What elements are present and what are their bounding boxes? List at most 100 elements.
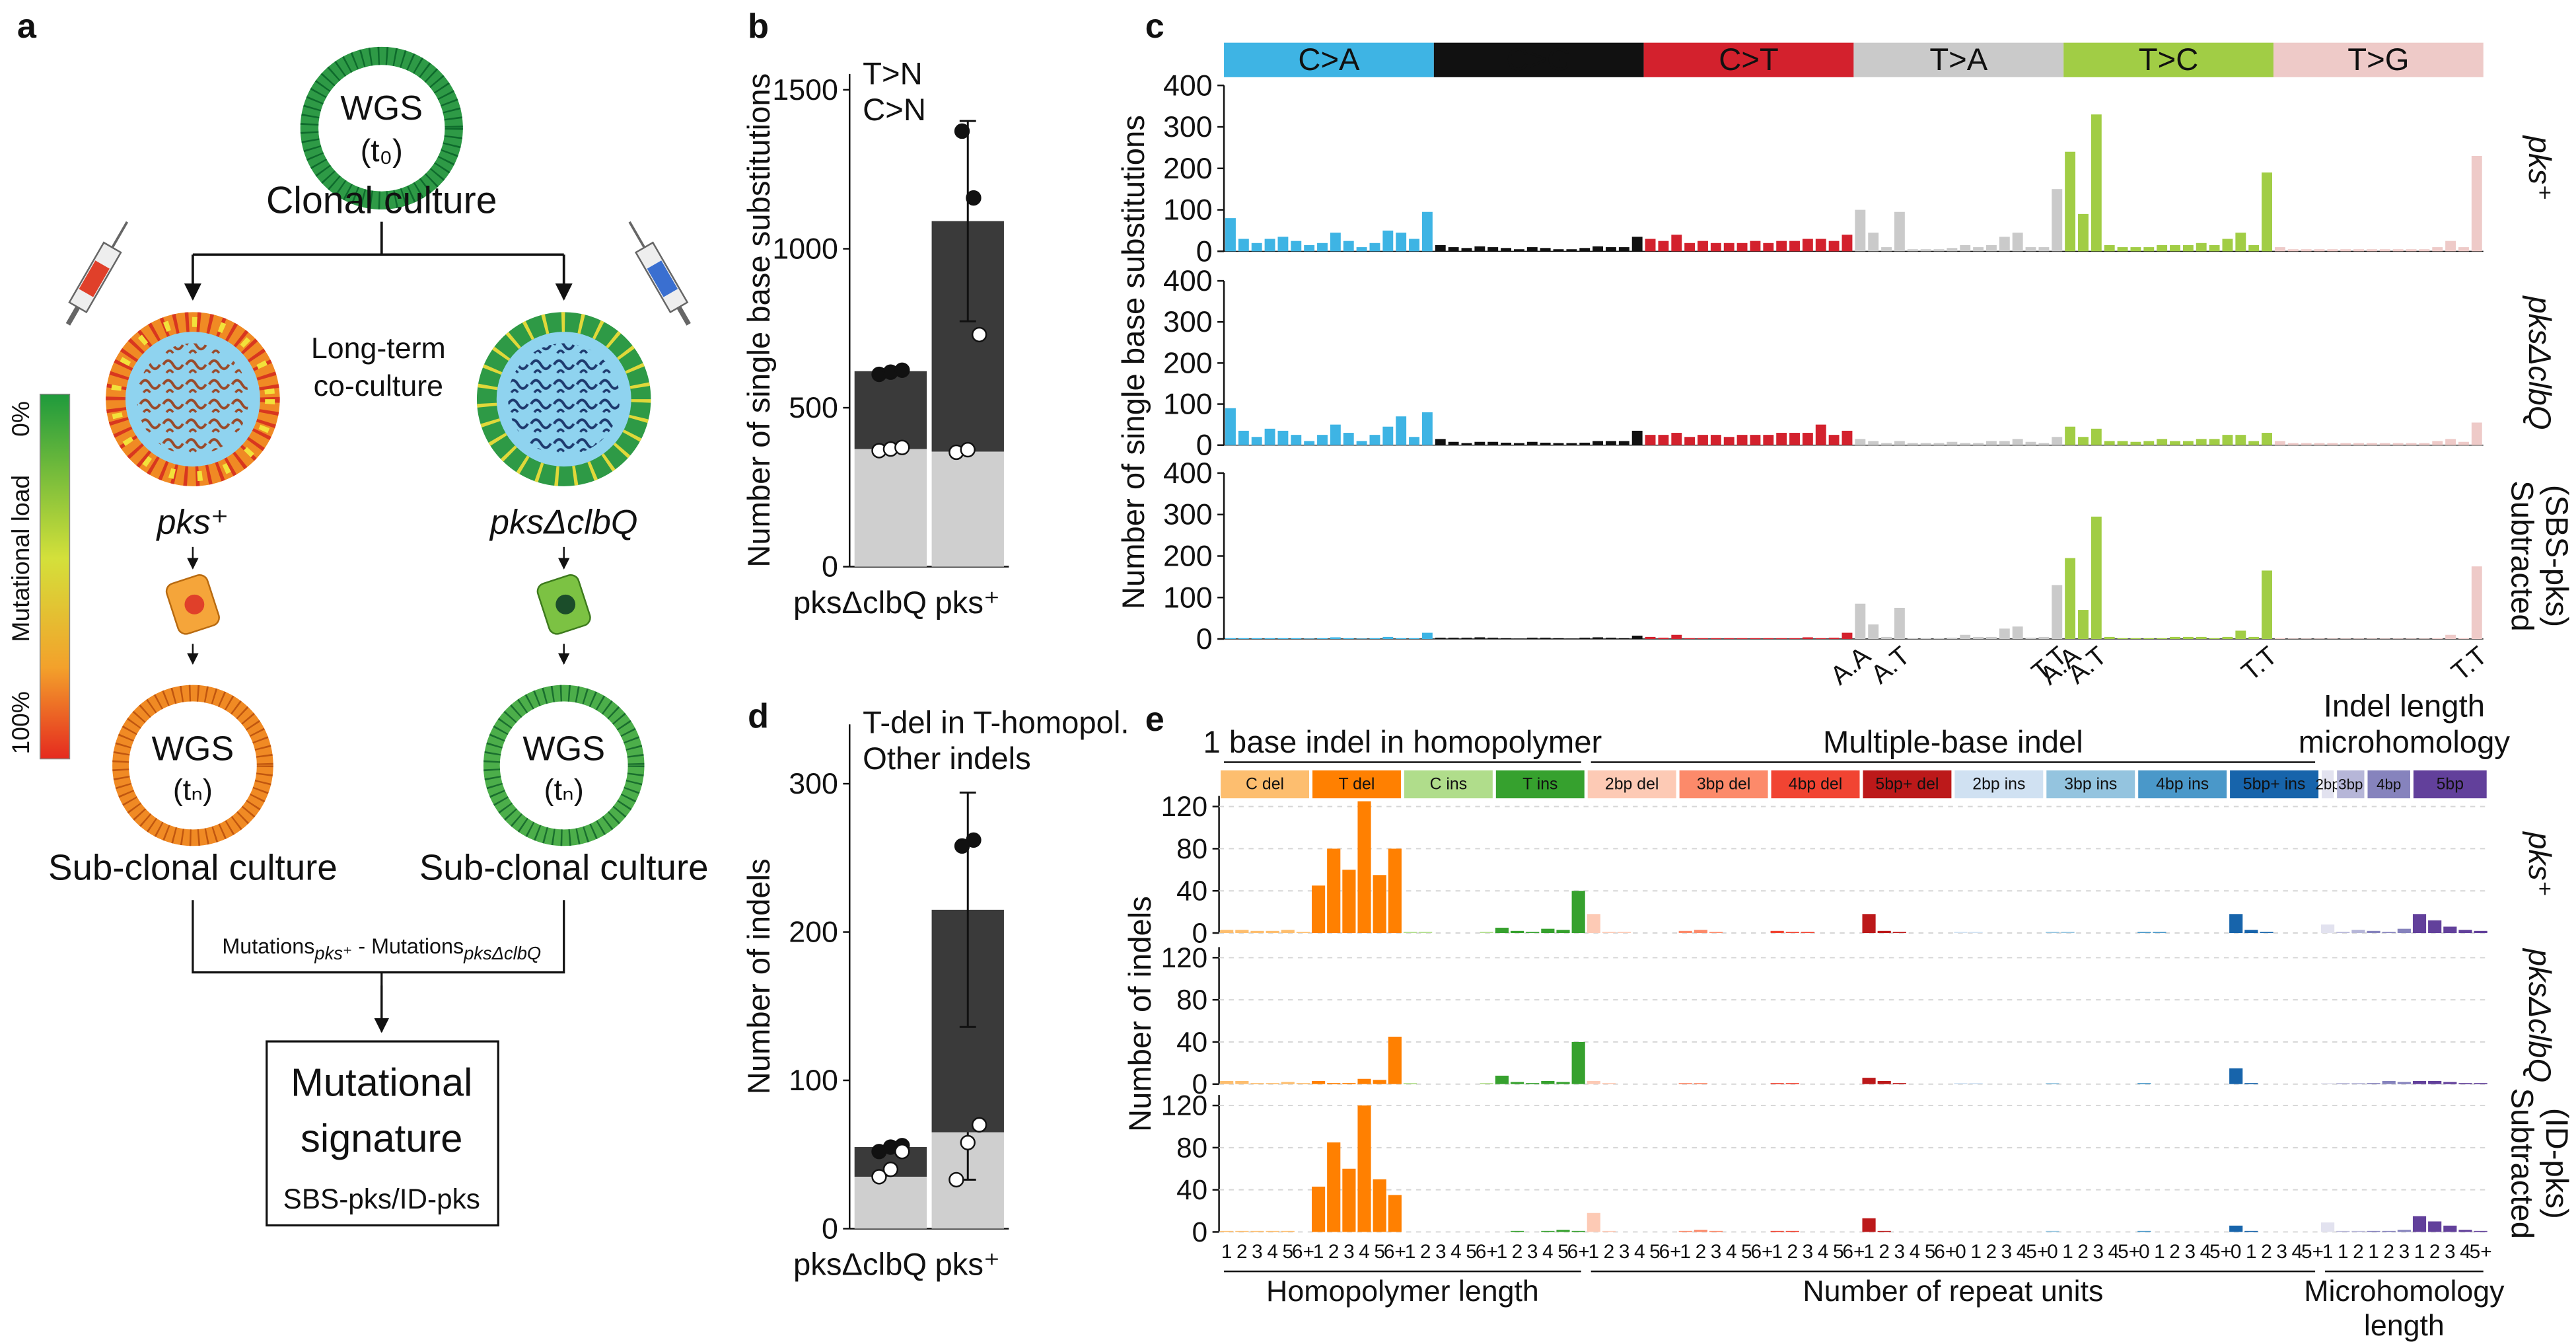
group-label: 3bp del: [1697, 776, 1751, 794]
bar: [1566, 249, 1577, 252]
bar: [1862, 914, 1876, 934]
panel-label: d: [748, 697, 769, 735]
group-label: 2bp ins: [1972, 776, 2025, 794]
bar: [2262, 570, 2272, 640]
x-tick-label: pks⁺: [935, 1248, 1000, 1283]
x-axis-title: Microhomology: [2304, 1275, 2505, 1308]
bar: [2458, 247, 2469, 252]
bar: [1855, 603, 1866, 640]
bar: [2321, 924, 2335, 934]
group-header: [2138, 770, 2227, 799]
bar: [2382, 1080, 2396, 1084]
bar-segment: [854, 1176, 927, 1229]
organoid-cells: [300, 46, 463, 209]
bar: [1960, 244, 1971, 252]
bar: [1343, 433, 1354, 445]
bar: [1645, 636, 1656, 640]
bar: [2474, 1230, 2487, 1232]
row-label: Subtracted: [2505, 480, 2540, 631]
bar: [2458, 1083, 2472, 1084]
bar: [1709, 932, 1723, 934]
row-label: (SBS-pks): [2539, 485, 2574, 627]
group-header: [2230, 770, 2319, 799]
bar: [1894, 441, 1905, 445]
replicate-point: [966, 832, 982, 848]
x-axis-title: Number of repeat units: [1803, 1275, 2103, 1308]
time-label: (t₀): [361, 133, 403, 168]
bar: [1343, 638, 1354, 640]
bar: [1541, 1230, 1555, 1232]
bar: [1461, 248, 1472, 252]
legend-entry: T>N: [863, 56, 923, 91]
bar: [1671, 634, 1682, 640]
bar: [2235, 233, 2246, 252]
x-tick-label: 2: [1420, 1241, 1431, 1263]
bar: [2301, 638, 2312, 640]
wgs-label: WGS: [522, 730, 605, 768]
super-header: Multiple-base indel: [1823, 725, 2083, 760]
bar: [1815, 239, 1826, 252]
group-header: [2322, 770, 2334, 799]
bar: [1828, 435, 1840, 445]
bar: [1266, 930, 1279, 934]
bar: [2196, 242, 2207, 252]
y-tick-label: 100: [789, 1064, 838, 1097]
bar: [1933, 638, 1945, 640]
bar: [2367, 1083, 2380, 1084]
bar: [2351, 1230, 2365, 1232]
bar: [1487, 247, 1499, 252]
bar: [1892, 932, 1906, 934]
bar: [1986, 441, 1997, 445]
bacteria: [508, 343, 620, 455]
group-label: 4bp del: [1789, 776, 1843, 794]
bar: [2445, 241, 2456, 252]
bar: [2104, 244, 2115, 252]
group-label: T>A: [1929, 42, 1987, 77]
bar: [1317, 242, 1328, 252]
bar: [1495, 1075, 1509, 1084]
bar: [1510, 1082, 1524, 1084]
bar: [1602, 1230, 1616, 1232]
x-axis-title: length: [2364, 1309, 2445, 1342]
y-tick-label: 300: [1163, 110, 1213, 143]
bar: [1763, 435, 1774, 445]
group-label: 5bp+ ins: [2243, 776, 2306, 794]
bar: [1606, 441, 1616, 445]
bar: [1770, 930, 1784, 934]
bar: [1357, 1078, 1371, 1084]
bar: [2327, 443, 2338, 445]
bar: [2301, 249, 2312, 252]
bar: [1435, 439, 1446, 445]
bar: [1501, 248, 1512, 252]
bar: [1815, 424, 1826, 445]
bar: [1684, 242, 1696, 252]
bar: [2458, 638, 2469, 640]
x-tick-label: 3: [1711, 1241, 1722, 1263]
bar: [1750, 435, 1761, 445]
bar: [1907, 443, 1918, 445]
bar: [1540, 248, 1551, 252]
x-tick-label: 6+: [1476, 1241, 1498, 1263]
bar: [1421, 211, 1433, 252]
y-tick-label: 0: [822, 1212, 838, 1245]
bar: [1304, 638, 1315, 640]
bar-segment: [931, 451, 1004, 567]
bar: [1862, 1218, 1876, 1232]
group-header: [2063, 42, 2273, 77]
bar: [1947, 248, 1958, 252]
y-tick-label: 100: [1163, 581, 1213, 614]
bar: [1556, 930, 1570, 934]
bar: [1592, 441, 1604, 445]
y-tick-label: 200: [1163, 346, 1213, 379]
bar: [2038, 247, 2050, 252]
x-tick-label: 1: [1313, 1241, 1324, 1263]
bar: [1553, 249, 1564, 252]
group-header: [1221, 770, 1310, 799]
x-tick-label: 1: [1771, 1241, 1783, 1263]
bar: [2458, 930, 2472, 934]
x-tick-label: 0: [1955, 1241, 1966, 1263]
bar: [1296, 932, 1310, 934]
bar: [2314, 638, 2325, 640]
y-tick-label: 500: [789, 391, 838, 424]
bar: [1526, 932, 1540, 934]
